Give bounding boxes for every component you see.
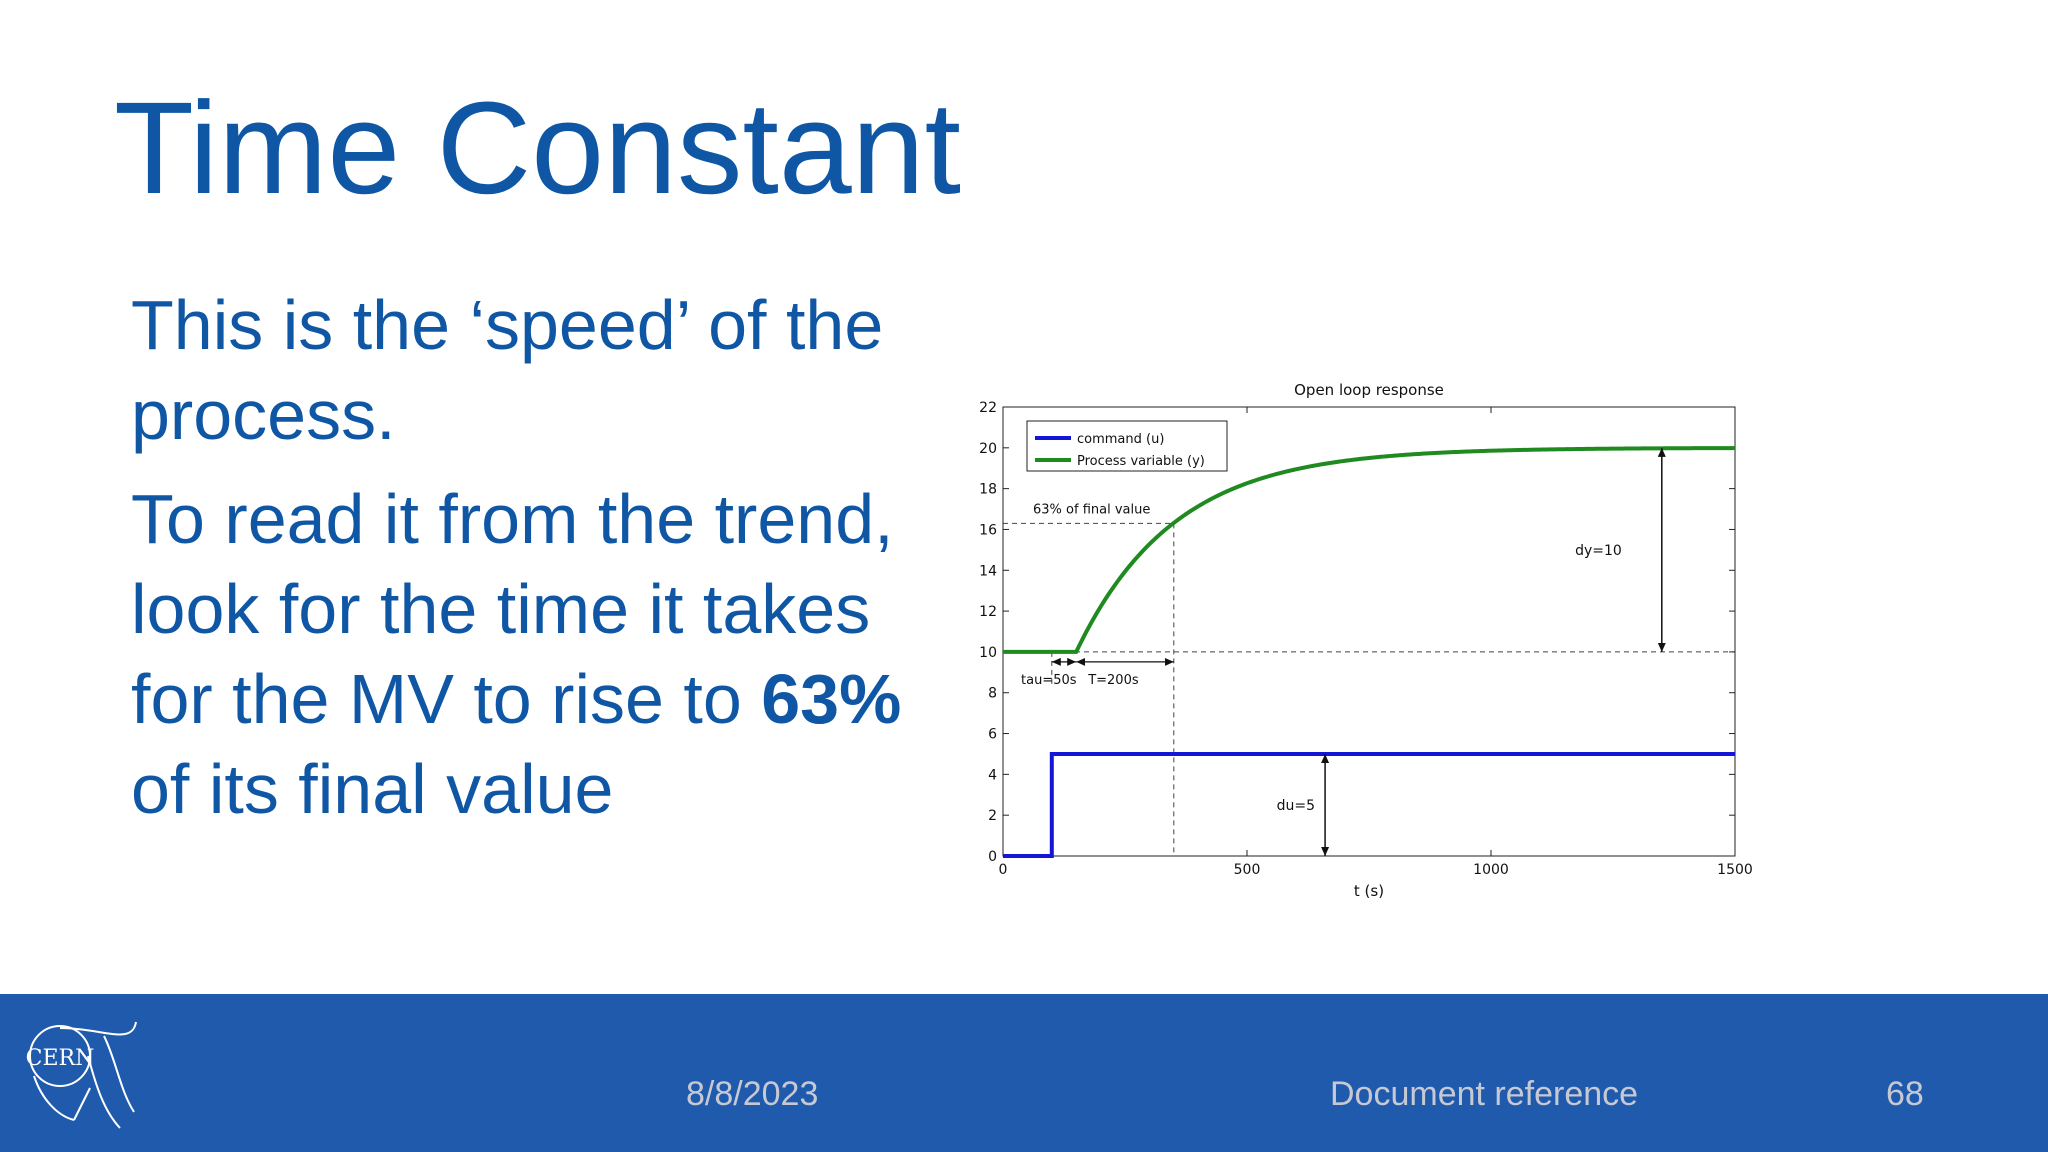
chart-title: Open loop response xyxy=(1294,381,1444,399)
chart-svg: 0 2 4 6 8 10 12 14 16 18 20 22 0 500 1000 1500 Open loop… xyxy=(979,381,1753,900)
x-tick-label: 0 xyxy=(999,862,1008,878)
footer-document-reference: Document reference xyxy=(1330,1075,1639,1113)
y-tick-label: 8 xyxy=(988,686,997,702)
open-loop-response-chart: 0 2 4 6 8 10 12 14 16 18 20 22 0 500 1000 1500 Open loop… xyxy=(955,372,1775,902)
body-paragraph-1: This is the ‘speed’ of the process. xyxy=(131,286,884,454)
final-value-63-label: 63% of final value xyxy=(1033,502,1150,517)
legend-label: command (u) xyxy=(1077,432,1164,447)
y-tick-label: 2 xyxy=(988,808,997,824)
footer-page-number: 68 xyxy=(1886,1075,1924,1113)
dy-label: dy=10 xyxy=(1575,543,1622,559)
cern-logo-text: CERN xyxy=(26,1046,95,1071)
plot-frame xyxy=(1002,406,1736,857)
command-series-line xyxy=(1003,751,1735,858)
tau-label: tau=50s xyxy=(1021,673,1077,688)
y-tick-label: 16 xyxy=(979,522,997,538)
body-paragraph-2: To read it from the trend, look for the … xyxy=(131,474,911,834)
time-constant-label: T=200s xyxy=(1087,673,1139,688)
x-tick-label: 1500 xyxy=(1717,862,1753,878)
y-tick-label: 4 xyxy=(988,767,997,783)
y-tick-label: 22 xyxy=(979,400,997,416)
body-text-part: To read it from the trend, look for the … xyxy=(131,480,894,738)
slide-title: Time Constant xyxy=(114,74,961,221)
y-tick-label: 18 xyxy=(979,482,997,498)
y-tick-label: 20 xyxy=(979,441,997,457)
body-text-part: of its final value xyxy=(131,750,614,828)
x-tick-label: 500 xyxy=(1234,862,1261,878)
footer-date: 8/8/2023 xyxy=(686,1075,819,1113)
footer-bar: CERN 8/8/2023 Document reference 68 xyxy=(0,994,2048,1152)
body-text: This is the ‘speed’ of the process. To r… xyxy=(131,280,911,848)
y-tick-label: 10 xyxy=(979,645,997,661)
y-tick-label: 12 xyxy=(979,604,997,620)
du-label: du=5 xyxy=(1277,798,1315,814)
x-tick-label: 1000 xyxy=(1473,862,1509,878)
y-tick-label: 14 xyxy=(979,563,997,579)
body-emphasis-63-percent: 63% xyxy=(761,660,902,738)
x-axis-label: t (s) xyxy=(1354,882,1384,900)
legend-label: Process variable (y) xyxy=(1077,454,1205,469)
y-tick-label: 6 xyxy=(988,727,997,743)
legend-box xyxy=(1026,420,1228,472)
cern-logo: CERN xyxy=(26,1021,137,1129)
y-tick-label: 0 xyxy=(988,849,997,865)
process-variable-series-line xyxy=(1003,446,1736,654)
